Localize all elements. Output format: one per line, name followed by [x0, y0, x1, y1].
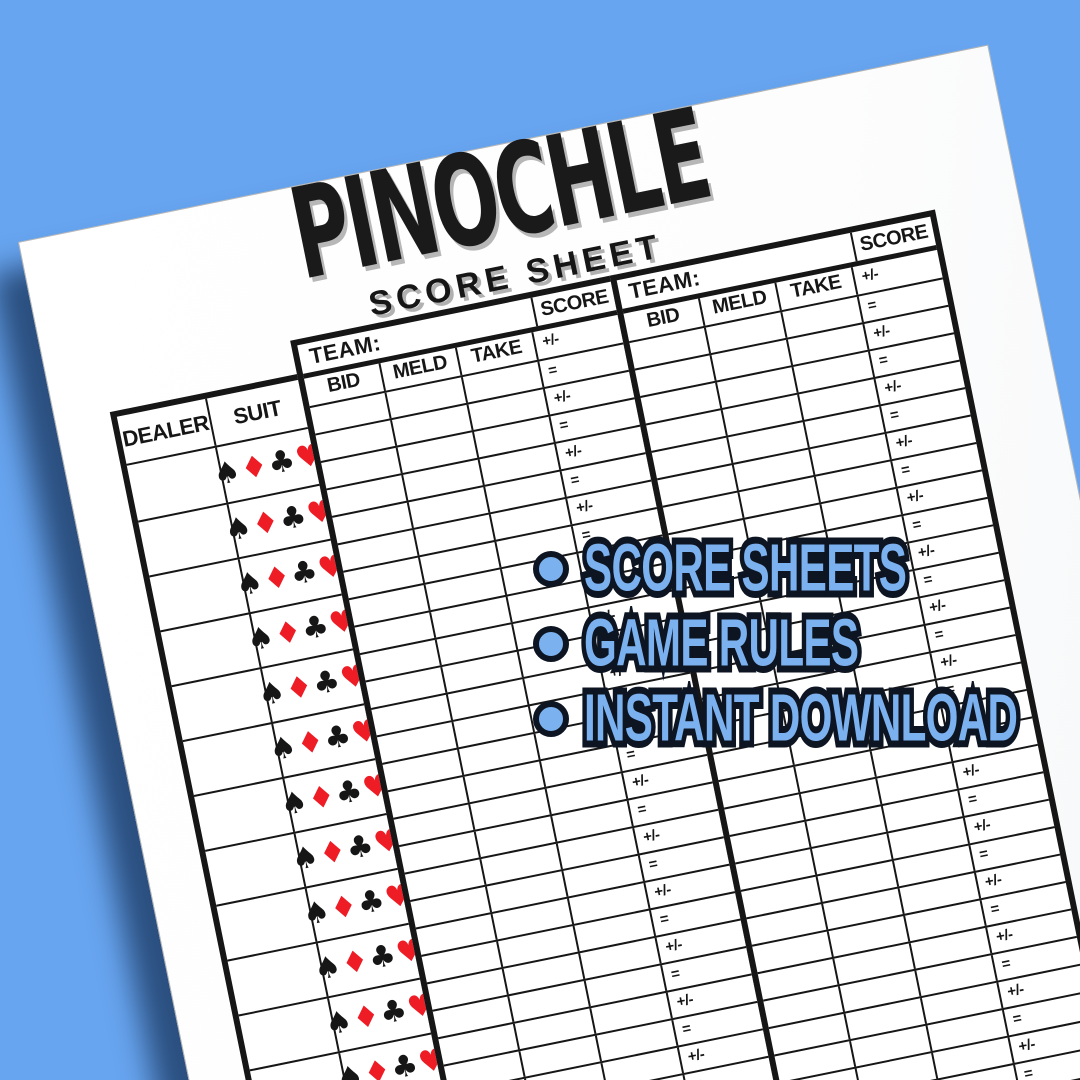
- bullet-icon: [533, 701, 569, 737]
- feature-text-game-rules: GAME RULES: [584, 610, 859, 677]
- feature-line: GAME RULES: [533, 610, 1080, 677]
- bullet-icon: [533, 551, 569, 587]
- feature-text-instant-download: INSTANT DOWNLOAD: [584, 685, 1018, 752]
- bullet-icon: [533, 626, 569, 662]
- feature-bullet-list: SCORE SHEETS GAME RULES INSTANT DOWNLOAD: [533, 535, 1080, 763]
- feature-line: SCORE SHEETS: [533, 535, 1080, 602]
- feature-text-score-sheets: SCORE SHEETS: [584, 535, 907, 602]
- feature-line: INSTANT DOWNLOAD: [533, 685, 1080, 752]
